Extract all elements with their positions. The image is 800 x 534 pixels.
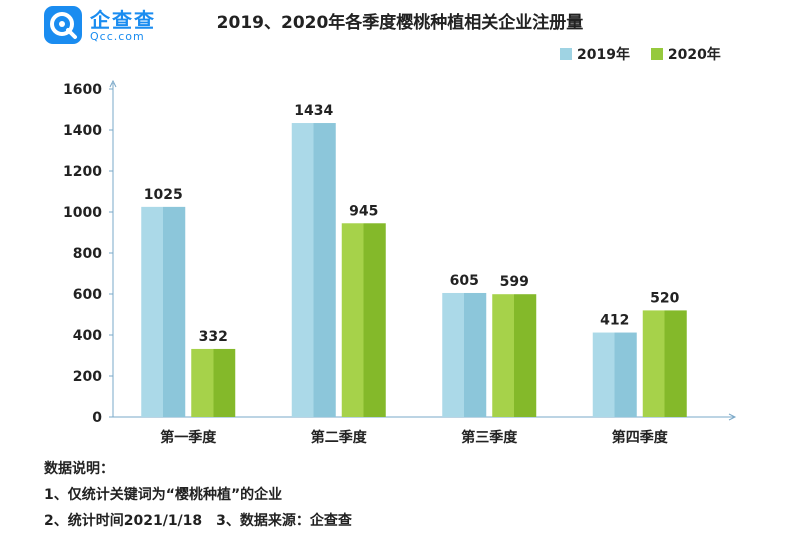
notes-line-2: 2、统计时间2021/1/18 3、数据来源：企查查 xyxy=(44,508,352,534)
bar-2020年-第一季度 xyxy=(191,348,236,417)
y-tick-label: 400 xyxy=(73,328,102,344)
qcc-logo: 企查查 Qcc.com xyxy=(44,4,174,46)
bar-data-label: 412 xyxy=(600,313,629,329)
x-category-label: 第四季度 xyxy=(612,429,669,446)
qcc-logo-icon xyxy=(44,6,82,44)
bar-data-label: 605 xyxy=(450,273,479,289)
bar-data-label: 599 xyxy=(500,274,529,290)
y-tick-label: 1200 xyxy=(63,164,102,180)
bar-data-label: 332 xyxy=(199,329,228,345)
chart-legend: 2019年 2020年 xyxy=(560,44,737,64)
x-axis-arrow xyxy=(728,413,737,421)
notes-heading: 数据说明： xyxy=(44,461,114,477)
legend-swatch-2019 xyxy=(560,48,572,60)
bar-data-label: 520 xyxy=(650,290,679,306)
legend-label-2019: 2019年 xyxy=(577,47,630,63)
bar-2020年-第二季度 xyxy=(341,223,386,417)
legend-item-2020: 2020年 xyxy=(650,44,721,64)
y-tick-label: 0 xyxy=(92,410,102,426)
bar-data-label: 945 xyxy=(349,203,378,219)
notes-line-2b: 3、数据来源：企查查 xyxy=(216,513,352,529)
bar-data-label: 1025 xyxy=(144,187,183,203)
bar-2019年-第二季度 xyxy=(291,123,336,417)
x-category-label: 第三季度 xyxy=(461,429,518,446)
bar-2019年-第四季度 xyxy=(592,332,637,417)
notes-line-1: 1、仅统计关键词为“樱桃种植”的企业 xyxy=(44,487,283,503)
bar-chart: 0 200 400 600 800 1000 1200 1400 1600 第一季度 第二季度 第三季… xyxy=(63,79,737,446)
bar-2020年-第四季度 xyxy=(642,310,687,417)
bar-data-label: 1434 xyxy=(294,103,333,119)
x-category-label: 第一季度 xyxy=(160,429,217,446)
chart-title: 2019、2020年各季度樱桃种植相关企业注册量 xyxy=(216,13,584,33)
y-axis-arrow xyxy=(109,79,117,88)
notes-line-2a: 2、统计时间2021/1/18 xyxy=(44,513,203,529)
y-tick-label: 200 xyxy=(73,369,102,385)
logo-text-cn: 企查查 xyxy=(90,8,156,32)
y-tick-label: 600 xyxy=(73,287,102,303)
bar-2019年-第一季度 xyxy=(141,206,186,417)
y-tick-label: 1000 xyxy=(63,205,102,221)
legend-label-2020: 2020年 xyxy=(667,47,721,63)
data-notes: 数据说明： 1、仅统计关键词为“樱桃种植”的企业 2、统计时间2021/1/18… xyxy=(44,456,352,534)
x-category-label: 第二季度 xyxy=(311,429,368,446)
y-tick-label: 800 xyxy=(73,246,102,262)
legend-item-2019: 2019年 xyxy=(560,44,630,64)
logo-text-en: Qcc.com xyxy=(90,30,145,43)
bar-2020年-第三季度 xyxy=(492,294,537,417)
legend-swatch-2020 xyxy=(650,48,663,60)
y-tick-label: 1400 xyxy=(63,123,102,139)
bar-2019年-第三季度 xyxy=(442,292,487,417)
y-tick-label: 1600 xyxy=(63,82,102,98)
